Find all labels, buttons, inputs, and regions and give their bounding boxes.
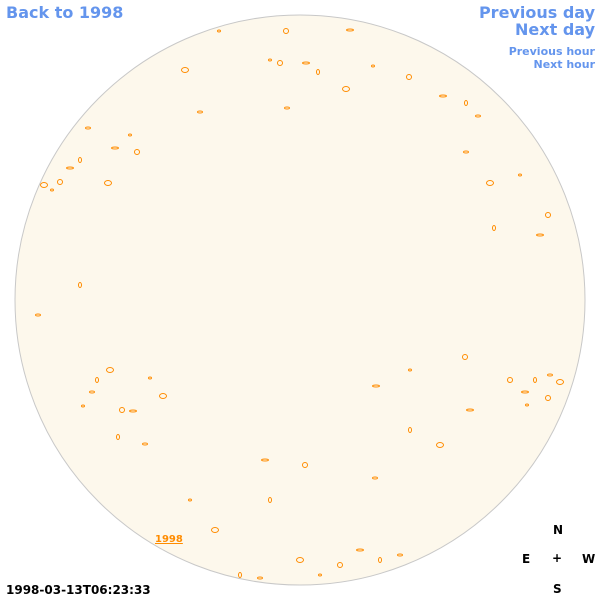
contour xyxy=(181,67,189,73)
contour xyxy=(486,180,494,186)
contour xyxy=(464,100,468,106)
contour xyxy=(283,28,289,34)
compass-south: S xyxy=(553,582,562,596)
compass-west: W xyxy=(582,552,596,566)
contour xyxy=(197,110,203,114)
contour xyxy=(545,212,551,218)
contour xyxy=(466,408,474,412)
contour xyxy=(128,133,132,137)
timestamp: 1998-03-13T06:23:33 xyxy=(6,583,151,597)
contour xyxy=(463,150,469,154)
contour xyxy=(85,126,91,130)
contour xyxy=(545,395,551,401)
contour xyxy=(475,114,481,118)
solar-disc xyxy=(14,14,586,586)
compass-east: E xyxy=(522,552,531,566)
contour xyxy=(78,157,82,163)
contour xyxy=(521,390,529,394)
contour xyxy=(536,233,544,237)
contour xyxy=(106,367,114,373)
contour xyxy=(142,442,148,446)
contour xyxy=(50,188,54,192)
contour xyxy=(397,553,403,557)
contour xyxy=(95,377,99,383)
contour xyxy=(408,427,412,433)
next-day-link[interactable]: Next day xyxy=(515,20,595,39)
compass-center: + xyxy=(552,551,563,565)
year-link[interactable]: 1998 xyxy=(155,534,183,545)
contour xyxy=(408,368,412,372)
contour xyxy=(518,173,522,177)
contour xyxy=(372,476,378,480)
contour xyxy=(525,403,529,407)
contour xyxy=(89,390,95,394)
contour xyxy=(211,527,219,533)
contour xyxy=(261,458,269,462)
contour xyxy=(148,376,152,380)
compass-north: N xyxy=(553,523,564,537)
contour xyxy=(159,393,167,399)
contour xyxy=(356,548,364,552)
contour xyxy=(296,557,304,563)
contour xyxy=(372,384,380,388)
contour xyxy=(257,576,263,580)
contour xyxy=(346,28,354,32)
contour xyxy=(66,166,74,170)
contour xyxy=(119,407,125,413)
contours xyxy=(35,28,564,580)
contour xyxy=(556,379,564,385)
contour xyxy=(284,106,290,110)
contour xyxy=(111,146,119,150)
contour xyxy=(547,373,553,377)
contour xyxy=(104,180,112,186)
contour xyxy=(129,409,137,413)
contour xyxy=(342,86,350,92)
contour xyxy=(492,225,496,231)
contour xyxy=(507,377,513,383)
contour xyxy=(116,434,120,440)
next-hour-link[interactable]: Next hour xyxy=(533,58,596,71)
contour xyxy=(57,179,63,185)
contour xyxy=(268,58,272,62)
contour xyxy=(277,60,283,66)
contour xyxy=(238,572,242,578)
contour xyxy=(439,94,447,98)
contour xyxy=(436,442,444,448)
contour xyxy=(462,354,468,360)
contour xyxy=(35,313,41,317)
back-year-link[interactable]: Back to 1998 xyxy=(6,3,124,22)
previous-hour-link[interactable]: Previous hour xyxy=(508,45,595,58)
contour xyxy=(134,149,140,155)
contour xyxy=(188,498,192,502)
contour xyxy=(40,182,48,188)
contour xyxy=(337,562,343,568)
contour xyxy=(268,497,272,503)
contour xyxy=(533,377,537,383)
contour xyxy=(217,29,221,33)
contour xyxy=(316,69,320,75)
contour xyxy=(81,404,85,408)
contour xyxy=(302,462,308,468)
contour xyxy=(406,74,412,80)
contour xyxy=(302,61,310,65)
contour xyxy=(318,573,322,577)
contour xyxy=(371,64,375,68)
previous-day-link[interactable]: Previous day xyxy=(478,3,595,22)
contour xyxy=(378,557,382,563)
contour xyxy=(78,282,82,288)
